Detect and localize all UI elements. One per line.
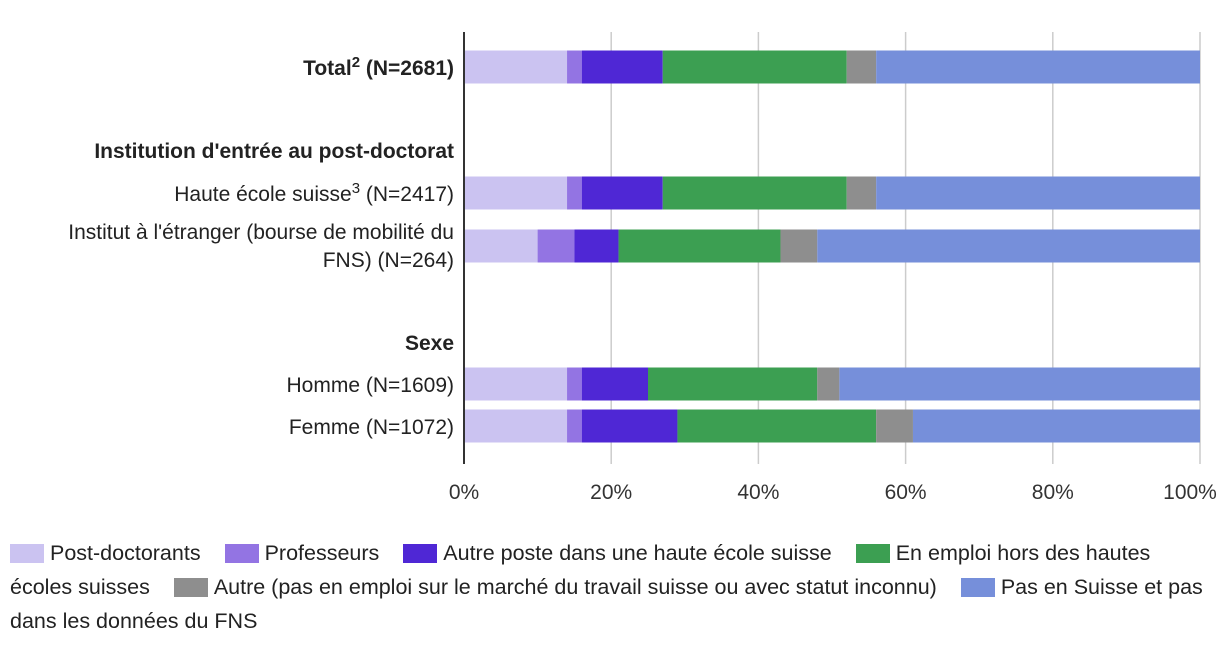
bar-segment	[846, 176, 877, 210]
category-label: Homme (N=1609)	[287, 374, 454, 397]
bar-segment	[567, 409, 582, 443]
category-label: Institut à l'étranger (bourse de mobilit…	[68, 221, 454, 244]
legend-label-autre: Autre (pas en emploi sur le marché du tr…	[213, 575, 937, 599]
legend-item-professeurs: Professeurs	[224, 541, 380, 565]
x-tick-label: 40%	[737, 481, 779, 504]
bar-segment	[464, 176, 568, 210]
bar-segment	[567, 367, 582, 401]
legend-label-autre-poste: Autre poste dans une haute école suisse	[443, 541, 832, 565]
chart-legend: Post-doctorants Professeurs Autre poste …	[10, 536, 1210, 638]
bar-segment	[464, 229, 538, 263]
legend-label-en-emploi: En emploi hors des hautes écoles suisses	[10, 541, 1151, 599]
legend-item-post-doctorants: Post-doctorants	[10, 541, 201, 565]
bar-segment	[464, 409, 568, 443]
legend-swatch-post-doctorants	[10, 544, 44, 563]
bar-segment	[912, 409, 1200, 443]
bar-segment	[574, 229, 619, 263]
bar-segment	[581, 50, 663, 84]
legend-label-post-doctorants: Post-doctorants	[50, 541, 201, 565]
bar-segment	[846, 50, 877, 84]
legend-swatch-pas-en-suisse	[960, 578, 995, 597]
legend-item-autre-poste: Autre poste dans une haute école suisse	[403, 541, 832, 565]
bar-segment	[839, 367, 1200, 401]
bar-segment	[780, 229, 818, 263]
x-tick-label: 80%	[1032, 481, 1074, 504]
legend-item-autre: Autre (pas en emploi sur le marché du tr…	[173, 575, 937, 599]
bar-segment	[581, 176, 663, 210]
bar-segment	[662, 50, 847, 84]
bar-segment	[677, 409, 877, 443]
category-label: Femme (N=1072)	[289, 416, 454, 439]
bar-segment	[537, 229, 575, 263]
category-label: Sexe	[405, 332, 454, 355]
legend-swatch-en-emploi	[855, 544, 890, 563]
bar-segment	[876, 176, 1200, 210]
legend-label-professeurs: Professeurs	[264, 541, 380, 565]
bar-segment	[618, 229, 781, 263]
bar-segment	[581, 409, 678, 443]
bar-segment	[464, 367, 568, 401]
stacked-bar-chart: Total2 (N=2681) Institution d'entrée au p…	[68, 32, 1217, 504]
bar-segment	[567, 50, 582, 84]
x-tick-label: 60%	[885, 481, 927, 504]
legend-swatch-autre-poste	[403, 544, 438, 563]
bar-segment	[817, 229, 1200, 263]
bar-segment	[876, 409, 913, 443]
legend-swatch-professeurs	[224, 544, 259, 563]
x-tick-label: 20%	[590, 481, 632, 504]
legend-label-pas-en-suisse: Pas en Suisse et pas dans les données du…	[10, 575, 1203, 633]
x-tick-label: 100%	[1163, 481, 1217, 504]
legend-item-pas-en-suisse: Pas en Suisse et pas dans les données du…	[10, 575, 1203, 633]
category-label: Total2 (N=2681)	[303, 54, 454, 80]
category-label: Haute école suisse3 (N=2417)	[174, 180, 454, 206]
bar-segment	[876, 50, 1200, 84]
x-tick-label: 0%	[449, 481, 479, 504]
bar-segment	[581, 367, 648, 401]
category-label-line2: FNS) (N=264)	[323, 249, 454, 272]
bar-segment	[662, 176, 847, 210]
bar-segment	[817, 367, 840, 401]
bar-segment	[567, 176, 582, 210]
category-label: Institution d'entrée au post-doctorat	[94, 140, 454, 163]
bar-segment	[464, 50, 568, 84]
legend-item-en-emploi: En emploi hors des hautes écoles suisses	[10, 541, 1150, 599]
legend-swatch-autre	[173, 578, 208, 597]
bar-segment	[648, 367, 818, 401]
